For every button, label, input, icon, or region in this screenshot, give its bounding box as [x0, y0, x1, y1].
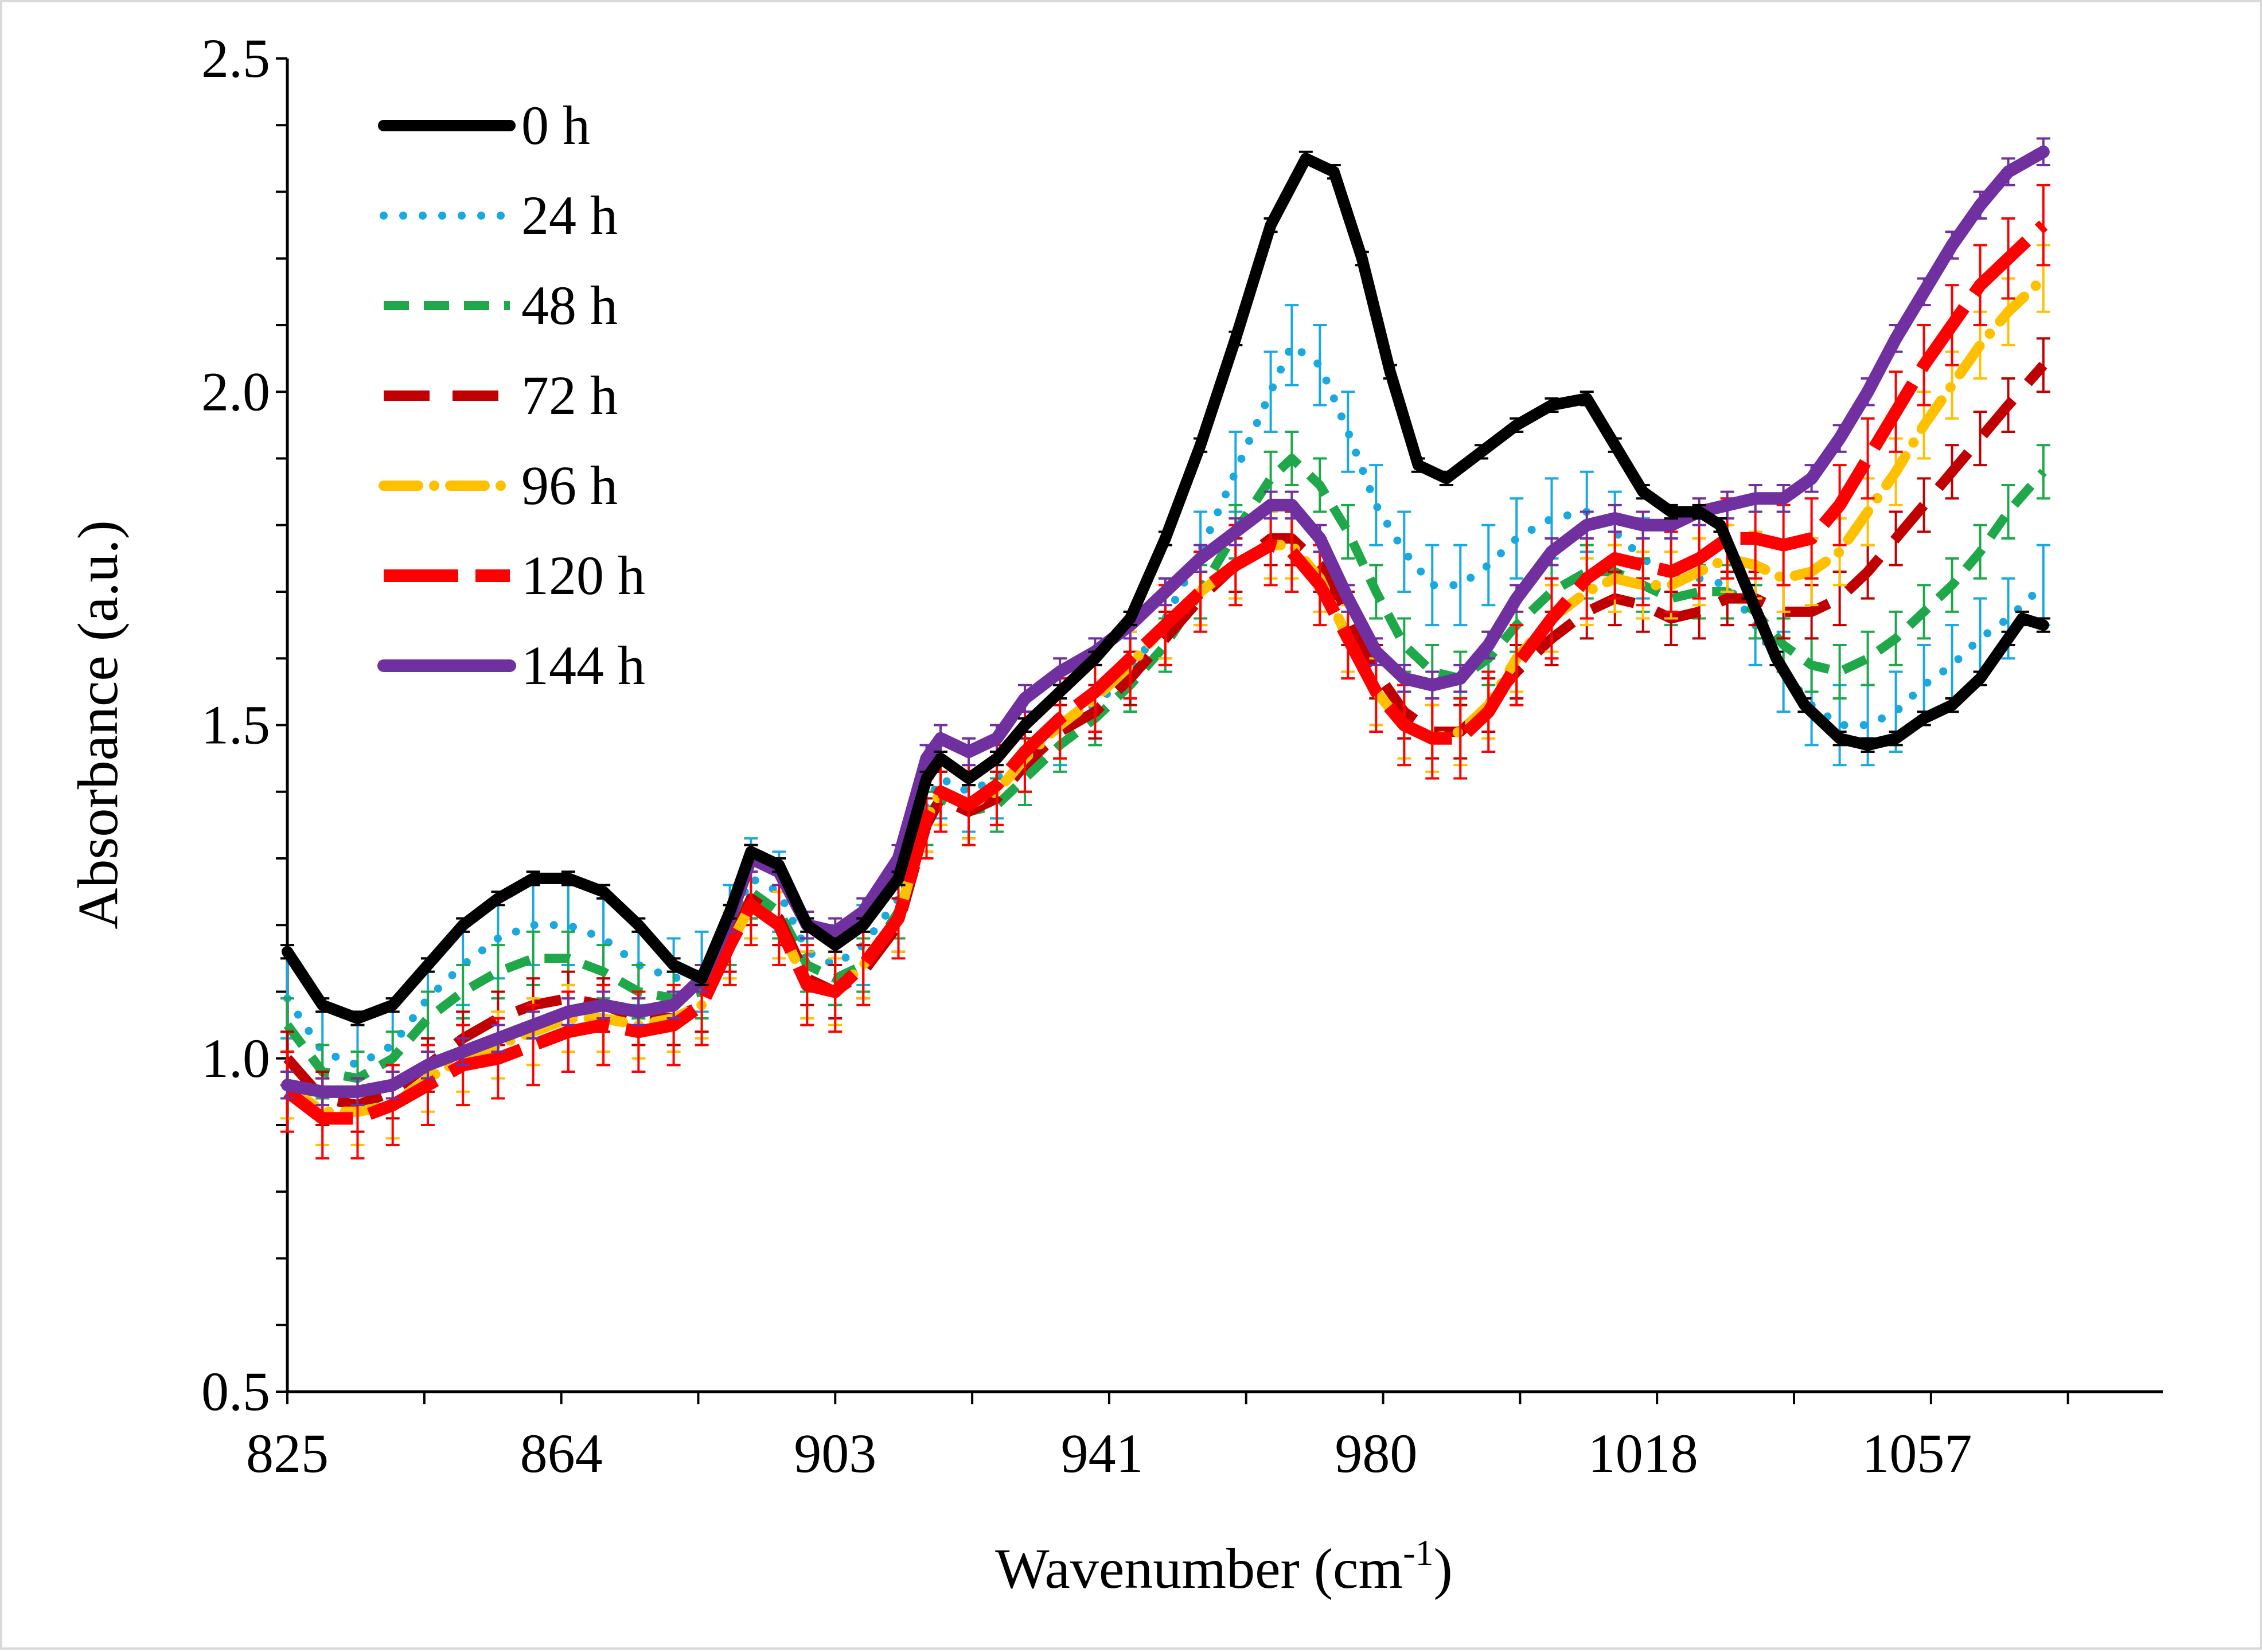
x-axis-title: Wavenumber (cm-1): [995, 1532, 1453, 1600]
legend-label: 96 h: [521, 455, 618, 516]
y-tick-label: 2.0: [201, 361, 270, 422]
series-layer: [280, 137, 2050, 1160]
series-144h: [280, 137, 2050, 1107]
x-axis-title-main: Wavenumber (cm: [995, 1537, 1403, 1600]
legend-item: 72 h: [384, 365, 618, 426]
x-tick-label: 825: [246, 1423, 329, 1484]
series-line: [282, 153, 2049, 1024]
legend-item: 48 h: [384, 275, 618, 336]
series-0h: [280, 150, 2050, 1026]
y-tick-label: 0.5: [201, 1361, 270, 1422]
x-axis-title-end: ): [1434, 1537, 1453, 1600]
x-ticks: 825 864 903 941 980 1018 1057: [246, 1392, 2069, 1484]
legend: 0 h 24 h 48 h 72 h 96 h 120 h 144 h: [377, 95, 645, 696]
legend-label: 0 h: [521, 95, 590, 156]
series-line: [283, 220, 2048, 1125]
y-tick-label: 2.5: [201, 28, 270, 89]
series-line: [281, 145, 2050, 1098]
y-tick-label: 1.0: [201, 1028, 270, 1089]
legend-label: 120 h: [521, 545, 645, 606]
legend-label: 24 h: [521, 185, 618, 246]
x-tick-label: 1057: [1862, 1423, 1972, 1484]
legend-label: 48 h: [521, 275, 618, 336]
legend-item: 24 h: [380, 185, 618, 246]
x-tick-label: 941: [1061, 1423, 1144, 1484]
y-axis-title: Absorbance (a.u.): [66, 520, 130, 930]
y-tick-label: 1.5: [201, 694, 270, 756]
x-tick-label: 1018: [1588, 1423, 1698, 1484]
x-axis-title-superscript: -1: [1403, 1532, 1433, 1573]
legend-label: 144 h: [521, 635, 645, 696]
y-ticks: 0.5 1.0 1.5 2.0 2.5: [201, 28, 287, 1422]
axes: 0.5 1.0 1.5 2.0 2.5 825 864 903 941 980 1018 1057: [201, 28, 2163, 1484]
x-tick-label: 903: [794, 1423, 876, 1484]
x-tick-label: 980: [1335, 1423, 1417, 1484]
legend-item: 144 h: [377, 635, 645, 696]
legend-item: 120 h: [384, 545, 645, 606]
x-tick-label: 864: [520, 1423, 603, 1484]
legend-item: 96 h: [379, 455, 618, 516]
legend-item: 0 h: [378, 95, 590, 156]
legend-label: 72 h: [521, 365, 618, 426]
